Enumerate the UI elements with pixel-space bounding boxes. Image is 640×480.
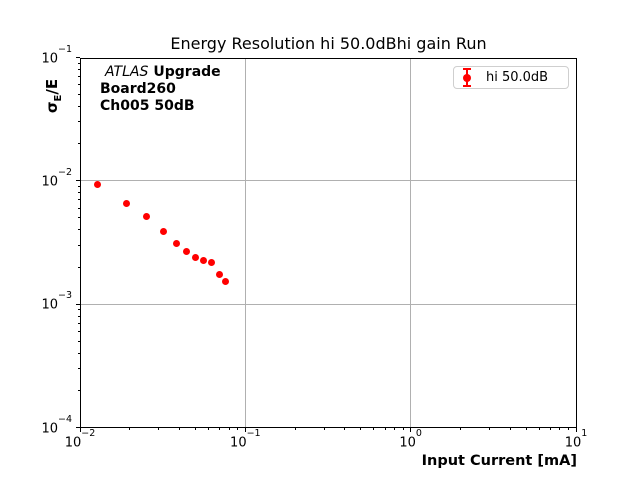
x-minor-tick (394, 427, 396, 430)
data-point (222, 278, 230, 286)
y-minor-tick (77, 352, 80, 354)
x-minor-tick (509, 427, 511, 430)
x-minor-tick (384, 427, 386, 430)
x-gridline (410, 57, 412, 428)
x-major-tick (575, 427, 577, 432)
x-gridline (244, 57, 246, 428)
y-minor-tick (77, 106, 80, 108)
y-minor-tick (77, 143, 80, 145)
x-tick-label: 10−1 (230, 428, 261, 451)
y-tick-label: 10−1 (41, 43, 72, 66)
y-major-tick (76, 57, 80, 58)
x-minor-tick (525, 427, 527, 430)
y-minor-tick (77, 266, 80, 268)
data-point (93, 181, 101, 189)
legend-label: hi 50.0dB (486, 69, 549, 85)
x-minor-tick (323, 427, 325, 430)
x-minor-tick (360, 427, 362, 430)
data-point (215, 270, 223, 278)
y-tick-label: 10−2 (41, 166, 72, 190)
x-minor-tick (459, 427, 461, 430)
x-minor-tick (237, 427, 239, 430)
data-point (208, 258, 216, 266)
y-minor-tick (77, 309, 80, 311)
x-tick-label: 10−2 (64, 428, 96, 451)
y-minor-tick (77, 244, 80, 246)
y-minor-tick (77, 121, 80, 123)
x-minor-tick (373, 427, 375, 430)
data-point (192, 254, 200, 262)
y-minor-tick (77, 62, 80, 64)
data-point (172, 239, 180, 247)
y-major-tick (76, 180, 80, 182)
y-minor-tick (77, 229, 80, 231)
x-minor-tick (195, 427, 197, 430)
y-minor-tick (77, 389, 80, 391)
x-minor-tick (219, 427, 221, 430)
data-point (200, 256, 208, 264)
errorbar-cap (463, 67, 471, 70)
x-minor-tick (179, 427, 181, 430)
y-minor-tick (77, 331, 80, 333)
errorbar-cap (463, 84, 471, 87)
annotation-line-3: Ch005 50dB (100, 98, 195, 114)
x-tick-label: 100 (399, 428, 422, 451)
y-tick-label: 10−3 (41, 290, 72, 313)
errorbar-dot (463, 73, 471, 82)
y-tick-label: 10−4 (41, 413, 72, 436)
y-minor-tick (77, 68, 80, 70)
x-minor-tick (402, 427, 404, 430)
x-axis-label: Input Current [mA] (421, 453, 577, 469)
y-major-tick (76, 303, 80, 305)
y-major-tick (76, 427, 80, 428)
x-minor-tick (559, 427, 561, 430)
x-minor-tick (294, 427, 296, 430)
x-minor-tick (344, 427, 346, 430)
x-major-tick (79, 427, 81, 432)
x-minor-tick (208, 427, 210, 430)
x-minor-tick (228, 427, 230, 430)
legend: hi 50.0dB (453, 65, 569, 89)
x-minor-tick (567, 427, 569, 430)
y-minor-tick (77, 199, 80, 201)
y-minor-tick (77, 84, 80, 86)
annotation-block: ATLAS Upgrade Board260 Ch005 50dB (100, 64, 221, 115)
y-minor-tick (77, 185, 80, 187)
data-point (122, 199, 130, 207)
y-minor-tick (77, 207, 80, 209)
y-axis-label: σE/E (43, 78, 64, 114)
y-minor-tick (77, 368, 80, 370)
x-major-tick (410, 427, 412, 432)
annotation-line-1: ATLAS Upgrade (105, 64, 221, 80)
x-minor-tick (538, 427, 540, 430)
data-point (160, 228, 168, 236)
y-minor-tick (77, 76, 80, 78)
y-gridline (80, 180, 576, 182)
y-minor-tick (77, 315, 80, 317)
chart-title: Energy Resolution hi 50.0dBhi gain Run (170, 34, 487, 53)
x-minor-tick (489, 427, 491, 430)
x-major-tick (244, 427, 246, 432)
y-minor-tick (77, 322, 80, 324)
x-minor-tick (549, 427, 551, 430)
y-minor-tick (77, 192, 80, 194)
data-point (183, 248, 191, 256)
x-minor-tick (158, 427, 160, 430)
data-point (143, 212, 151, 220)
y-minor-tick (77, 217, 80, 219)
plot-area (80, 57, 577, 428)
y-minor-tick (77, 94, 80, 96)
x-minor-tick (129, 427, 131, 430)
y-minor-tick (77, 340, 80, 342)
errorbar-marker-icon (462, 67, 472, 87)
annotation-line-2: Board260 (100, 81, 176, 97)
y-gridline (80, 303, 576, 305)
x-tick-label: 101 (564, 428, 588, 451)
